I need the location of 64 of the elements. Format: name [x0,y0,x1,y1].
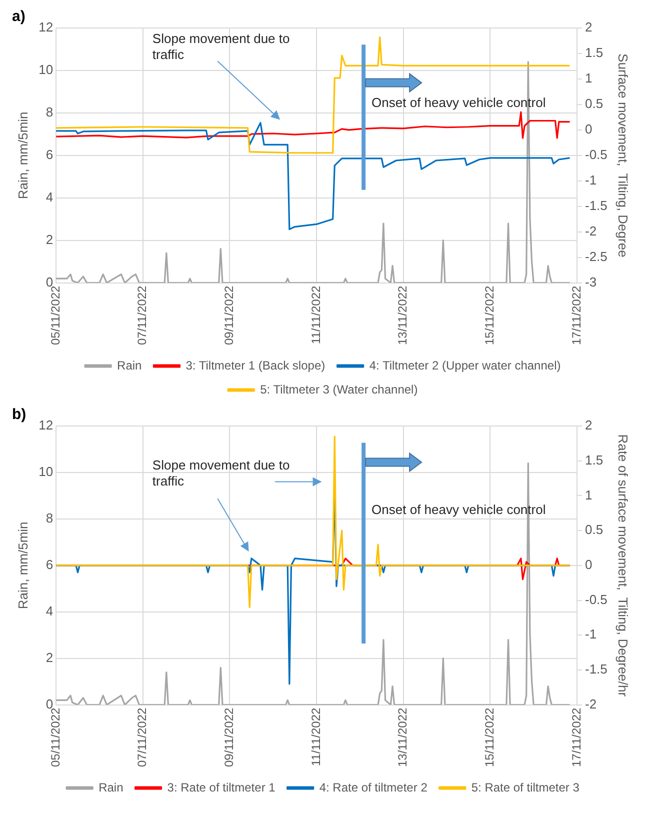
x-tick-label: 09/11/2022 [222,286,236,346]
annotation: Slope movement due to traffic [152,31,290,62]
y2-axis-title: Rate of surface movement, Tilting, Degree/hr [616,434,631,698]
y2-axis-title: Surface movement, Tilting, Degree [616,54,631,258]
x-tick-label: 05/11/2022 [48,708,62,768]
legend-label: Rain [98,780,124,794]
chart-title: a) [12,8,26,26]
y-tick-label: 6 [46,556,54,572]
y-tick-label: 4 [46,603,54,618]
x-tick-label: 09/11/2022 [222,708,236,768]
ref-line-label: Onset of heavy vehicle control [372,502,546,518]
y-axis-title: Rain, mm/5min [15,522,30,610]
y2-tick-label: 0 [585,122,592,137]
y2-tick-label: -2 [585,696,597,712]
legend-label: Rain [117,358,142,372]
y2-tick-label: 0.5 [585,522,604,538]
y2-tick-label: 1.5 [585,45,604,60]
y-tick-label: 4 [46,189,54,204]
ref-line-label: Onset of heavy vehicle control [372,94,546,110]
y2-tick-label: 0 [585,556,592,572]
y-tick-label: 8 [46,104,54,120]
y2-tick-label: -2.5 [585,248,608,264]
x-tick-label: 13/11/2022 [396,708,410,768]
y2-tick-label: 2 [585,20,592,35]
chart-title: b) [12,406,26,424]
y-tick-label: 10 [38,62,54,78]
annotation: Slope movement due to traffic [152,458,290,489]
y-tick-label: 12 [38,20,54,35]
y-tick-label: 2 [46,650,54,665]
x-tick-label: 15/11/2022 [482,286,496,346]
y2-tick-label: 2 [585,418,592,433]
y2-tick-label: -2 [585,223,597,238]
y2-tick-label: 1 [585,487,592,502]
y-tick-label: 12 [38,418,54,433]
x-tick-label: 07/11/2022 [135,286,150,346]
y2-tick-label: -1.5 [585,662,608,677]
legend-label: 4: Tiltmeter 2 (Upper water channel) [369,358,561,372]
x-tick-label: 05/11/2022 [48,286,62,346]
y-tick-label: 2 [46,232,54,247]
y-axis-title: Rain, mm/5min [15,112,30,200]
legend-label: 3: Tiltmeter 1 (Back slope) [186,358,326,372]
y2-tick-label: 1 [585,70,592,86]
legend-label: 5: Tiltmeter 3 (Water channel) [260,382,418,396]
y2-tick-label: -3 [585,274,597,290]
x-tick-label: 11/11/2022 [308,708,323,766]
legend-label: 5: Rate of tiltmeter 3 [471,780,580,794]
y-tick-label: 10 [38,464,54,480]
x-tick-label: 17/11/2022 [569,286,584,346]
x-tick-label: 15/11/2022 [482,708,496,768]
x-tick-label: 17/11/2022 [569,708,584,768]
y2-tick-label: 0.5 [585,96,604,112]
y2-tick-label: -1 [585,172,597,188]
y-tick-label: 6 [46,146,54,162]
y2-tick-label: -0.5 [585,146,608,162]
y2-tick-label: -1.5 [585,198,608,213]
x-tick-label: 13/11/2022 [396,286,410,346]
legend-label: 3: Rate of tiltmeter 1 [167,780,276,794]
x-tick-label: 07/11/2022 [135,708,150,768]
y2-tick-label: -0.5 [585,592,608,607]
y2-tick-label: -1 [585,626,597,642]
y2-tick-label: 1.5 [585,452,604,468]
legend-label: 4: Rate of tiltmeter 2 [319,780,428,794]
x-tick-label: 11/11/2022 [308,286,323,344]
y-tick-label: 8 [46,510,54,526]
